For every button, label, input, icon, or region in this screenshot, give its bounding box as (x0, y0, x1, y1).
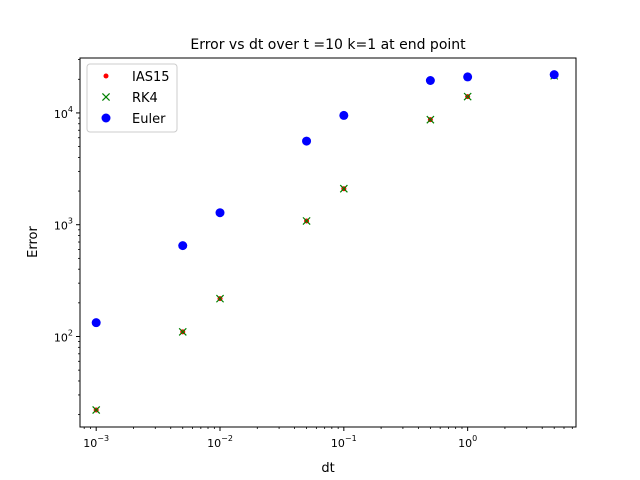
x-tick-label: 10−3 (83, 434, 109, 450)
x-axis-ticks: 10−3 10−2 10−1 100 (83, 427, 573, 450)
legend-marker (103, 73, 109, 79)
data-point (425, 76, 435, 86)
x-tick-label: 10−1 (331, 434, 357, 450)
legend-label: Euler (132, 112, 166, 127)
x-tick-label: 10−2 (207, 434, 233, 450)
y-axis-label: Error (26, 226, 41, 258)
legend-marker (101, 113, 111, 123)
data-point (339, 110, 349, 120)
data-point (426, 115, 435, 124)
chart-title: Error vs dt over t =10 k=1 at end point (190, 37, 466, 53)
data-point (215, 294, 225, 303)
data-point (463, 72, 473, 82)
axes-frame (79, 57, 577, 428)
y-tick-label: 104 (54, 105, 73, 121)
data-point (178, 327, 187, 336)
x-tick-label: 100 (458, 434, 477, 450)
data-point (215, 208, 225, 218)
y-tick-label: 103 (54, 217, 73, 233)
legend-label: RK4 (132, 91, 158, 106)
data-point (302, 136, 312, 146)
x-axis-label: dt (321, 461, 334, 476)
data-point (91, 318, 101, 328)
data-point (178, 241, 188, 251)
legend-label: IAS15 (132, 70, 170, 85)
legend-marker (101, 92, 111, 102)
data-point (339, 184, 348, 193)
plot-area (91, 70, 559, 415)
data-point (549, 70, 559, 80)
legend: IAS15 RK4 Euler (86, 63, 178, 133)
data-point (302, 216, 311, 225)
data-point (92, 405, 101, 415)
y-axis-ticks: 102 103 104 (54, 59, 80, 416)
series-euler (91, 70, 559, 328)
data-point (463, 92, 472, 101)
legend-box (86, 63, 178, 133)
y-tick-label: 102 (54, 328, 73, 344)
